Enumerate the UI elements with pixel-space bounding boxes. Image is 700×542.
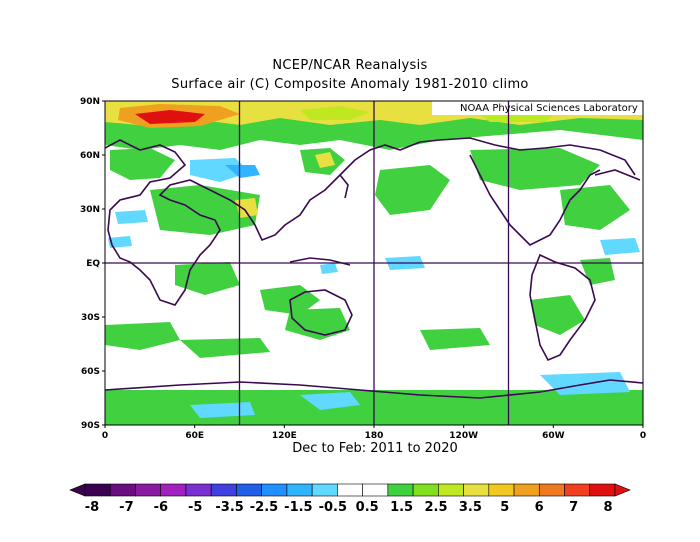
colorbar-label: -7 bbox=[119, 500, 133, 515]
colorbar-label: -8 bbox=[85, 500, 99, 515]
map-grid bbox=[105, 101, 643, 425]
north-america-coast-north bbox=[439, 137, 636, 176]
lon-label: 0 bbox=[102, 431, 108, 441]
west-africa-cool bbox=[108, 236, 132, 248]
europe-warm bbox=[110, 148, 175, 180]
axis-ticks bbox=[102, 100, 644, 428]
lon-label: 120W bbox=[449, 431, 478, 441]
colorbar-swatch bbox=[261, 483, 288, 497]
colorbar-labels: -8 -7 -6 -5 -3.5 -2.5 -1.5 -0.5 0.5 1.5 2.5 3.5 5 6 7 8 bbox=[85, 500, 613, 515]
colorbar-label: 5 bbox=[500, 500, 509, 515]
latitude-labels: 90N 60N 30N EQ 30S 60S 90S bbox=[80, 97, 100, 431]
colorbar-swatch bbox=[362, 483, 389, 497]
south-america-coast bbox=[529, 253, 596, 362]
eurasia-africa-coast bbox=[105, 139, 441, 306]
time-period-label: Dec to Feb: 2011 to 2020 bbox=[292, 441, 458, 456]
lon-label: 60E bbox=[185, 431, 204, 441]
coastlines bbox=[105, 137, 643, 399]
central-asia-cool-core bbox=[225, 165, 260, 178]
australia-coast bbox=[289, 289, 353, 336]
chart-title: NCEP/NCAR Reanalysis bbox=[272, 58, 428, 73]
colorbar-label: 2.5 bbox=[424, 500, 447, 515]
colorbar-swatch bbox=[463, 483, 490, 497]
colorbar-swatch bbox=[286, 483, 313, 497]
india-warm-core bbox=[235, 198, 258, 218]
colorbar-swatch bbox=[135, 483, 162, 497]
colorbar-label: 0.5 bbox=[356, 500, 379, 515]
colorbar-swatch bbox=[84, 483, 111, 497]
lat-label: 30N bbox=[80, 205, 100, 215]
siberia-warm-lime bbox=[300, 106, 370, 120]
north-america-warm bbox=[470, 148, 600, 190]
colorbar-swatch bbox=[160, 483, 187, 497]
colorbar-label: -5 bbox=[188, 500, 202, 515]
lat-label: 60S bbox=[81, 367, 100, 377]
japan-coast bbox=[339, 174, 349, 199]
colorbar-swatch bbox=[311, 483, 338, 497]
colorbar-label: 6 bbox=[535, 500, 544, 515]
colorbar-swatch bbox=[337, 483, 363, 497]
colorbar-label: -0.5 bbox=[319, 500, 347, 515]
atlantic-warm bbox=[560, 185, 630, 230]
lon-label: 0 bbox=[640, 431, 646, 441]
colorbar-swatch bbox=[387, 483, 414, 497]
lon-label: 120E bbox=[272, 431, 297, 441]
antarctica-coast bbox=[105, 379, 643, 399]
chart-subtitle: Surface air (C) Composite Anomaly 1981-2… bbox=[171, 77, 529, 92]
colorbar-label: 3.5 bbox=[459, 500, 482, 515]
colorbar-swatch bbox=[438, 483, 464, 497]
ross-sea-cool bbox=[300, 392, 360, 410]
east-asia-warm-core bbox=[315, 152, 335, 168]
lat-label: 60N bbox=[80, 151, 100, 161]
colorbar-swatch bbox=[236, 483, 262, 497]
lat-label: 30S bbox=[81, 313, 100, 323]
sahara-cool bbox=[115, 210, 148, 224]
colorbar-swatch bbox=[488, 483, 515, 497]
maritime-cool bbox=[320, 263, 338, 274]
colorbar-swatch bbox=[185, 483, 212, 497]
south-atlantic-warm bbox=[105, 322, 180, 350]
colorbar-swatch bbox=[412, 483, 439, 497]
arctic-warm-red bbox=[135, 110, 205, 124]
africa-asia-warm bbox=[150, 185, 260, 235]
east-antarctic-cool bbox=[190, 402, 255, 418]
colorbar bbox=[69, 483, 631, 497]
colorbar-over-arrow bbox=[614, 483, 631, 497]
greenland-coast bbox=[594, 169, 641, 181]
colorbar-label: -6 bbox=[154, 500, 168, 515]
colorbar-label: -1.5 bbox=[284, 500, 312, 515]
southern-ocean-warm-1 bbox=[180, 338, 270, 358]
lon-label: 180 bbox=[365, 431, 384, 441]
colorbar-label: 1.5 bbox=[390, 500, 413, 515]
colorbar-label: 7 bbox=[569, 500, 578, 515]
lat-label: 90N bbox=[80, 97, 100, 107]
watermark-text: NOAA Physical Sciences Laboratory bbox=[460, 103, 638, 114]
colorbar-swatch bbox=[564, 483, 591, 497]
lat-label: 90S bbox=[81, 421, 100, 431]
lat-label: EQ bbox=[86, 259, 100, 269]
colorbar-label: -2.5 bbox=[250, 500, 278, 515]
colorbar-swatch bbox=[109, 483, 136, 497]
north-america-coast-west bbox=[469, 154, 601, 246]
colorbar-swatch bbox=[210, 483, 237, 497]
colorbar-under-arrow bbox=[69, 483, 86, 497]
south-pacific-warm bbox=[420, 328, 490, 350]
anomaly-fields bbox=[105, 101, 643, 425]
watermark-background bbox=[432, 101, 643, 115]
north-pacific-warm bbox=[375, 165, 450, 215]
atlantic-cool bbox=[600, 238, 640, 255]
longitude-labels: 0 60E 120E 180 120W 60W 0 bbox=[102, 431, 646, 441]
central-asia-cool bbox=[190, 158, 250, 182]
colorbar-swatch bbox=[513, 483, 540, 497]
colorbar-label: -3.5 bbox=[215, 500, 243, 515]
colorbar-swatch bbox=[538, 483, 565, 497]
south-america-warm bbox=[530, 295, 585, 335]
colorbar-label: 8 bbox=[603, 500, 612, 515]
colorbar-swatch bbox=[589, 483, 616, 497]
lon-label: 60W bbox=[542, 431, 565, 441]
south-africa-warm bbox=[175, 262, 240, 295]
